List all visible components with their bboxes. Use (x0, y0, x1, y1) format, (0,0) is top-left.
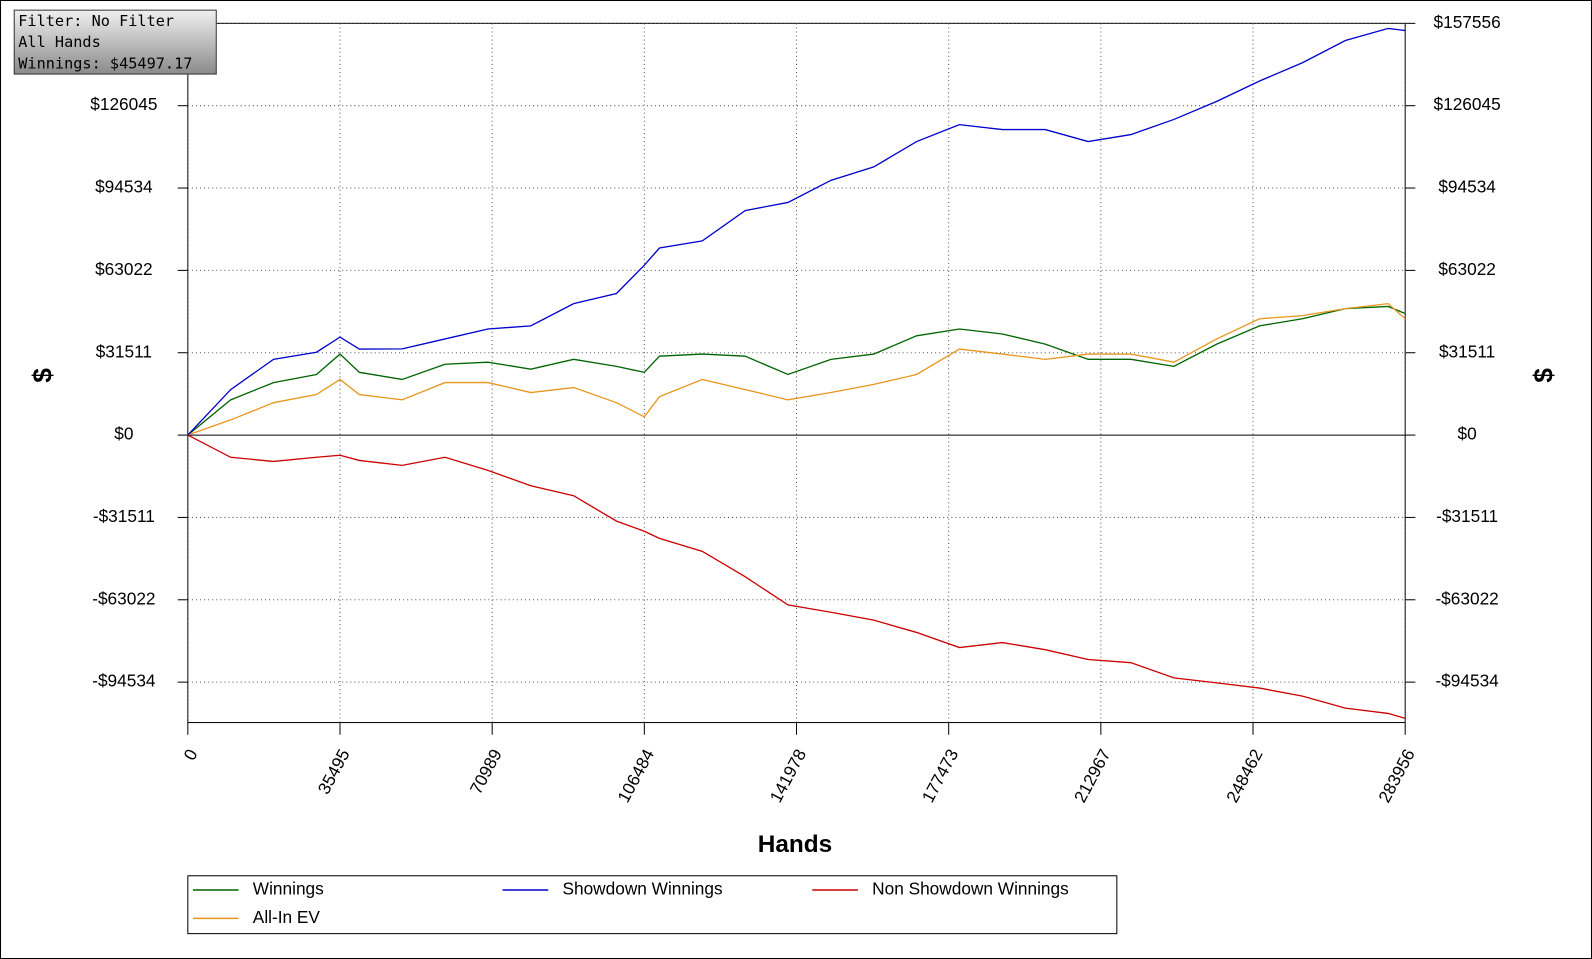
legend-label: Showdown Winnings (562, 879, 722, 899)
y-axis-label: $ (28, 368, 58, 383)
info-hands: All Hands (18, 33, 100, 51)
y2-tick-label: $31511 (1439, 341, 1495, 361)
y-tick-label: $31511 (96, 341, 152, 361)
legend-label: Non Showdown Winnings (872, 879, 1069, 899)
info-filter: Filter: No Filter (18, 12, 174, 30)
y-tick-label: -$63022 (92, 588, 155, 608)
series-line (187, 305, 1406, 436)
y2-tick-label: $63022 (1438, 259, 1496, 279)
legend-label: All-In EV (253, 907, 321, 927)
y2-tick-label: $0 (1458, 424, 1477, 444)
legend (187, 875, 1118, 935)
series-line (187, 302, 1406, 436)
y2-tick-label: -$63022 (1435, 588, 1498, 608)
info-box (13, 9, 217, 75)
y2-tick-label: $94534 (1438, 177, 1496, 197)
y2-tick-label: $126045 (1434, 94, 1501, 114)
y-tick-label: -$31511 (93, 506, 155, 526)
x-axis-label: Hands (758, 831, 832, 858)
legend-entries: Winnings Showdown Winnings Non Showdown Wi… (192, 879, 1069, 927)
legend-label: Winnings (253, 879, 324, 899)
y-tick-label: $0 (114, 424, 133, 444)
y2-tick-label: -$94534 (1435, 671, 1499, 691)
y-tick-label: $63022 (95, 259, 153, 279)
y2-tick-label: $157556 (1434, 12, 1501, 32)
y2-axis-label: $ (1528, 368, 1558, 383)
info-winnings: Winnings: $45497.17 (18, 54, 192, 72)
y-tick-label: -$94534 (92, 671, 156, 691)
y-tick-label: $126045 (90, 94, 157, 114)
y-tick-label: $94534 (95, 177, 153, 197)
plot-area: -$94534 -$94534 -$63022 -$63022 -$31511 -$315… (90, 12, 1500, 806)
series-line (187, 27, 1406, 436)
series-line (187, 434, 1406, 720)
y2-tick-label: -$31511 (1436, 506, 1498, 526)
